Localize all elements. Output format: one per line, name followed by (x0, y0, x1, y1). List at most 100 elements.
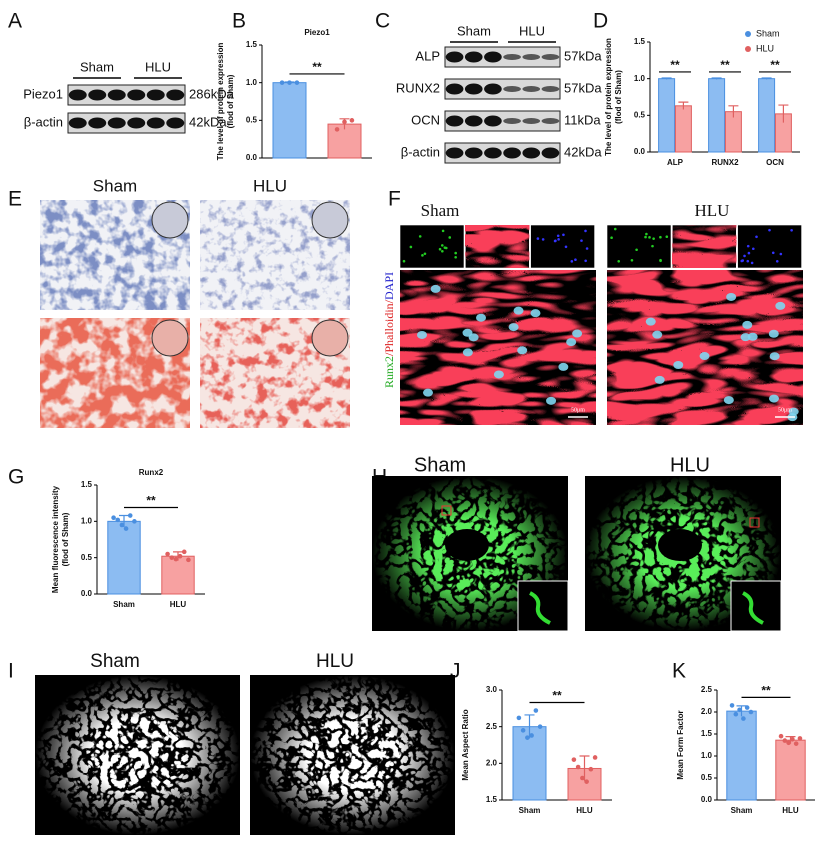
blot-band (445, 83, 464, 95)
inset-mito (529, 591, 551, 625)
data-point (173, 556, 179, 562)
x-tick-label: Sham (519, 806, 541, 815)
y-tick-label: 1.5 (246, 40, 258, 49)
blot-band (484, 147, 502, 159)
blot-band (107, 89, 126, 101)
inset-circle (311, 201, 349, 239)
data-point (786, 740, 791, 746)
y-tick-label: 0.5 (634, 110, 646, 119)
channel-dot (790, 228, 793, 232)
channel-dot (438, 247, 442, 251)
nucleus (517, 346, 528, 355)
data-point (575, 764, 581, 770)
channel-dot (423, 252, 427, 256)
channel-dot (665, 235, 669, 239)
panel-letter: C (375, 10, 390, 33)
data-point (580, 775, 585, 781)
data-point (729, 703, 735, 708)
inset-circle (151, 201, 189, 239)
data-point (537, 724, 543, 729)
panel-letter: I (8, 660, 14, 683)
sig-label: ** (552, 689, 562, 703)
group-label: Sham (90, 651, 140, 672)
bar (674, 105, 692, 153)
nucleus (566, 338, 577, 347)
inset-mito (742, 591, 764, 625)
channel-dot (743, 254, 746, 258)
nucleus (445, 529, 489, 561)
size-label: 57kDa (564, 48, 602, 63)
x-tick-label: Sham (113, 600, 135, 609)
nucleus (747, 332, 758, 341)
legend-label: HLU (756, 43, 774, 53)
panel-letter: K (672, 660, 686, 683)
roi-box (441, 505, 452, 516)
nucleus (476, 313, 487, 322)
data-point (186, 557, 191, 563)
error-bar (761, 77, 772, 80)
channel-dot (570, 260, 574, 263)
bar (724, 111, 742, 153)
y-tick-label: 1.0 (81, 516, 93, 525)
blot-band (127, 89, 146, 101)
channel-dot (750, 261, 754, 265)
scale-label: 50μm (571, 407, 585, 413)
channel-dot (564, 245, 568, 249)
y-tick-label: 1.0 (634, 74, 646, 83)
legend-marker (745, 46, 751, 52)
data-point (571, 757, 577, 762)
channel-dot (440, 244, 444, 247)
y-tick-label: 1.5 (701, 729, 713, 738)
row-label: β-actin (24, 114, 63, 129)
data-point (797, 736, 803, 741)
channel-texture (465, 225, 530, 268)
channel-dot (617, 259, 621, 263)
group-label: Sham (93, 176, 137, 195)
error-bar (736, 705, 747, 717)
x-tick-label: HLU (782, 806, 799, 815)
data-point (790, 736, 795, 742)
data-point (279, 80, 285, 85)
blot-band (484, 51, 502, 63)
group-label: HLU (519, 23, 545, 38)
group-label: HLU (145, 59, 171, 74)
error-bar (711, 77, 722, 80)
channel-dot (418, 235, 422, 238)
y-tick-label: 1.0 (246, 78, 258, 87)
group-label: HLU (695, 201, 730, 220)
channel-dot (635, 248, 638, 252)
channel-dot (553, 239, 557, 243)
nucleus (645, 317, 656, 326)
nucleus (742, 320, 753, 329)
y-tick-label: 1.0 (701, 751, 713, 760)
blot-band (445, 147, 464, 159)
y-axis-label: (flod of Sham) (226, 74, 235, 128)
roi-box (749, 517, 760, 528)
channel-dot (580, 239, 583, 242)
group-label: HLU (253, 176, 287, 195)
channel-dot (448, 236, 452, 239)
inset (517, 580, 569, 632)
error-bar (579, 755, 590, 781)
nucleus (462, 348, 473, 357)
group-label: Sham (80, 59, 114, 74)
panel-letter: B (232, 10, 246, 33)
size-label: 11kDa (564, 112, 601, 127)
row-label: RUNX2 (396, 80, 440, 95)
data-point (177, 553, 183, 559)
channel-dot (779, 252, 783, 256)
data-point (132, 519, 137, 524)
channel-dot (659, 259, 662, 263)
channel-dot (409, 245, 413, 249)
channel-dot (648, 236, 651, 239)
y-axis-label: Mean fluorescence intensity (51, 485, 60, 593)
blot-band (522, 54, 541, 60)
y-tick-label: 0.0 (246, 153, 258, 162)
bar (758, 78, 776, 153)
stain-part: /Phalloidin/ (382, 299, 396, 356)
y-axis-label: Mean Form Factor (676, 710, 685, 779)
skeleton-texture (35, 675, 240, 835)
data-point (533, 708, 539, 713)
blot-band (107, 117, 126, 129)
merged-texture (400, 270, 596, 425)
